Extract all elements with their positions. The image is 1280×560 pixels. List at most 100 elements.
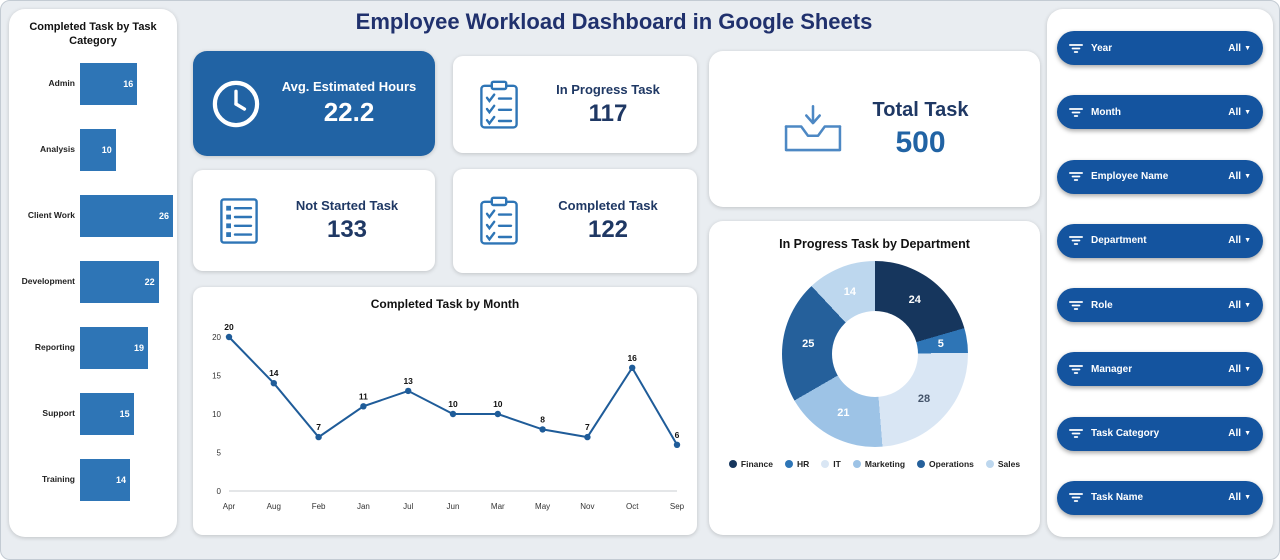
legend-dot	[785, 460, 794, 468]
data-point	[315, 433, 322, 441]
data-point	[405, 387, 412, 395]
filter-label: Task Name	[1091, 492, 1144, 504]
total-task-label: Total Task	[872, 98, 969, 121]
filter-pill-manager[interactable]: Manager All ▼	[1057, 352, 1263, 387]
filter-value[interactable]: All ▼	[1228, 492, 1251, 504]
line-chart-title: Completed Task by Month	[370, 297, 520, 311]
list-icon	[220, 197, 258, 244]
kpi-value: 22.2	[323, 97, 375, 127]
filter-icon	[1069, 236, 1083, 246]
x-tick-label: Jul	[403, 502, 413, 511]
y-tick-label: 5	[217, 449, 222, 458]
chevron-down-icon: ▼	[1244, 237, 1251, 245]
filter-pill-employee-name[interactable]: Employee Name All ▼	[1057, 159, 1263, 194]
filter-icon	[1069, 43, 1083, 53]
kpi-value: 117	[588, 99, 628, 127]
filter-value[interactable]: All ▼	[1228, 106, 1251, 118]
filter-pill-task-name[interactable]: Task Name All ▼	[1057, 480, 1263, 515]
category-bar-track: 14	[80, 458, 173, 501]
data-point	[270, 380, 277, 387]
category-bar-row: Client Work 26	[9, 183, 177, 249]
category-bar-label: Reporting	[34, 341, 75, 352]
kpi-not-started-card: Not Started Task 133	[193, 170, 435, 271]
total-task-text: Total Task 500	[873, 99, 969, 160]
chevron-down-icon: ▼	[1244, 301, 1251, 309]
category-bar-value: 16	[123, 78, 134, 89]
category-bar-value: 15	[119, 408, 130, 419]
line-chart-card: Completed Task by Month 0 5 10 15 20 Apr Aug Fe…	[193, 287, 697, 535]
filter-label: Role	[1091, 299, 1113, 311]
chevron-down-icon: ▼	[1244, 173, 1251, 181]
category-bar: 10	[80, 128, 116, 171]
x-tick-label: Oct	[626, 502, 639, 511]
filter-icon	[1069, 493, 1083, 503]
x-tick-label: Jun	[447, 502, 460, 511]
filter-icon	[1069, 107, 1083, 117]
filter-pill-department[interactable]: Department All ▼	[1057, 223, 1263, 258]
category-bar-row: Training 14	[9, 447, 177, 513]
category-bar-row: Development 22	[9, 249, 177, 315]
filter-pill-year[interactable]: Year All ▼	[1057, 31, 1263, 65]
category-bar-value: 14	[116, 474, 127, 485]
x-tick-label: Feb	[312, 502, 326, 511]
legend-label: Finance	[740, 459, 774, 469]
legend-item: Marketing	[852, 459, 905, 469]
data-label: 10	[448, 399, 458, 409]
filter-label: Manager	[1091, 363, 1133, 375]
category-bar-row: Support 15	[9, 381, 177, 447]
category-bar-track: 10	[80, 128, 173, 171]
filter-icon	[1069, 429, 1083, 439]
chevron-down-icon: ▼	[1244, 108, 1251, 116]
y-tick-label: 20	[212, 333, 221, 342]
filter-value[interactable]: All ▼	[1228, 428, 1251, 440]
chevron-down-icon: ▼	[1244, 365, 1251, 373]
inbox-arrow-down-icon	[784, 105, 841, 152]
category-bar-label: Development	[21, 275, 75, 286]
kpi-in-progress-card: In Progress Task 117	[453, 56, 697, 153]
filter-pill-month[interactable]: Month All ▼	[1057, 95, 1263, 130]
kpi-label: Not Started Task	[295, 197, 399, 213]
filter-icon	[1069, 300, 1083, 310]
data-label: 11	[359, 391, 368, 401]
filter-pill-task-category[interactable]: Task Category All ▼	[1057, 416, 1263, 451]
filter-value[interactable]: All ▼	[1228, 235, 1251, 247]
legend-item: IT	[821, 459, 841, 469]
category-bar-row: Analysis 10	[9, 117, 177, 183]
filter-label: Employee Name	[1091, 171, 1169, 183]
x-tick-label: Mar	[491, 502, 505, 511]
filter-value[interactable]: All ▼	[1228, 171, 1251, 183]
filter-value[interactable]: All ▼	[1228, 42, 1251, 54]
kpi-value: 122	[587, 216, 629, 243]
category-bar-label: Training	[41, 473, 75, 484]
data-point	[360, 403, 367, 410]
filter-label: Month	[1091, 106, 1121, 118]
category-bar: 15	[80, 392, 134, 435]
category-bar: 16	[80, 62, 138, 105]
kpi-completed-card: Completed Task 122	[453, 169, 697, 273]
legend-item: Finance	[728, 459, 774, 469]
legend-dot	[728, 460, 737, 468]
filter-label: Task Category	[1091, 428, 1160, 440]
filter-value[interactable]: All ▼	[1228, 299, 1251, 311]
donut-chart: 24 5 28 21 25 14	[781, 261, 968, 447]
data-point	[449, 410, 457, 418]
clipboard-check-icon	[480, 196, 518, 245]
data-label: 13	[403, 376, 413, 386]
data-label: 7	[585, 422, 590, 432]
filter-value[interactable]: All ▼	[1228, 363, 1251, 375]
data-point	[494, 410, 501, 418]
filter-pill-role[interactable]: Role All ▼	[1057, 288, 1263, 323]
category-bar: 26	[80, 194, 173, 237]
legend-dot	[917, 460, 926, 468]
data-point	[225, 333, 233, 341]
donut-slice-label: 5	[937, 338, 944, 351]
donut-legend: Finance HR IT Marketing Operations Sales	[725, 459, 1025, 469]
legend-label: HR	[797, 459, 810, 469]
chevron-down-icon: ▼	[1244, 430, 1251, 438]
legend-item: Operations	[917, 459, 974, 469]
y-tick-label: 15	[212, 372, 221, 381]
data-point	[539, 426, 546, 433]
category-bar-row: Admin 16	[9, 51, 177, 117]
chevron-down-icon: ▼	[1244, 494, 1251, 502]
category-bar: 19	[80, 326, 148, 369]
